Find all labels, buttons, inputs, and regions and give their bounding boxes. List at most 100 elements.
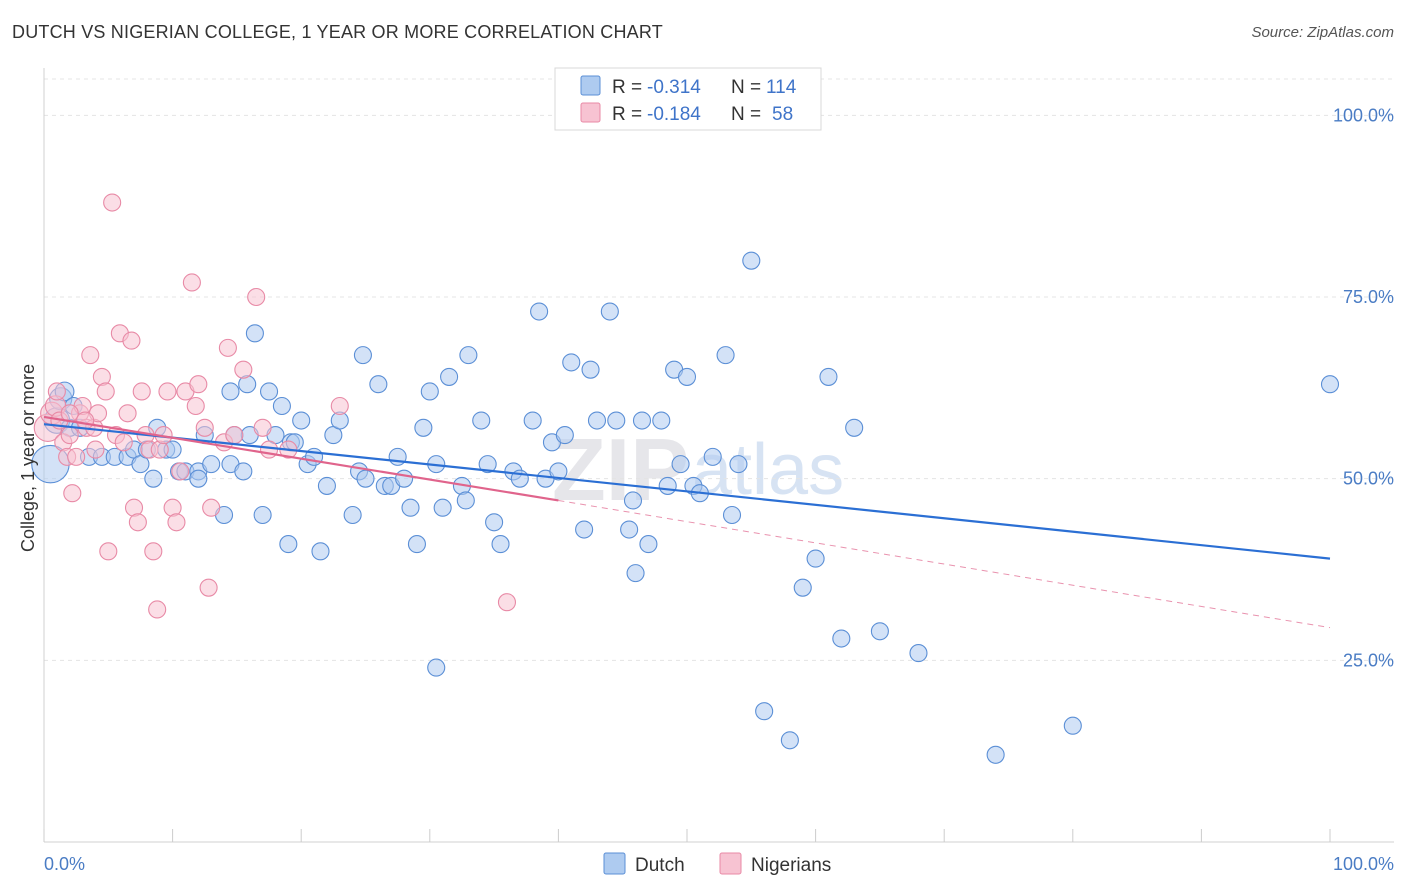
dutch-point-60 bbox=[433, 498, 452, 517]
dutch-point-54 bbox=[395, 469, 414, 488]
dutch-point-111 bbox=[1320, 375, 1340, 394]
nigerians-point-38 bbox=[182, 273, 201, 292]
legend-r-value-nigerians: -0.184 bbox=[647, 104, 701, 125]
dutch-point-87 bbox=[639, 535, 658, 554]
dutch-point-104 bbox=[819, 367, 838, 386]
dutch-point-78 bbox=[575, 520, 594, 539]
nigerians-point-7 bbox=[63, 484, 82, 503]
chart-title: DUTCH VS NIGERIAN COLLEGE, 1 YEAR OR MOR… bbox=[12, 22, 663, 42]
dutch-point-89 bbox=[658, 476, 677, 495]
nigerians-point-53 bbox=[497, 593, 517, 612]
bottom-legend: Dutch Nigerians bbox=[603, 852, 831, 876]
chart-source: Source: ZipAtlas.com bbox=[1251, 24, 1394, 41]
dutch-point-36 bbox=[279, 535, 298, 554]
trend-lines bbox=[43, 415, 1331, 629]
nigerians-point-12 bbox=[81, 346, 100, 365]
nigerians-trend-line bbox=[43, 415, 559, 502]
dutch-point-92 bbox=[677, 367, 697, 386]
legend-n-value-nigerians: 58 bbox=[772, 104, 793, 125]
dutch-point-43 bbox=[317, 476, 336, 495]
dutch-point-95 bbox=[703, 447, 722, 466]
dutch-point-61 bbox=[440, 367, 459, 386]
dutch-point-79 bbox=[581, 360, 600, 379]
dutch-point-107 bbox=[870, 622, 889, 641]
dutch-point-82 bbox=[607, 411, 626, 430]
dutch-point-86 bbox=[632, 411, 652, 430]
legend-box: R = -0.314 N = 114 R = -0.184 N = 58 bbox=[554, 67, 822, 131]
dutch-point-96 bbox=[716, 346, 735, 365]
legend-r-label-nigerians: R = bbox=[612, 104, 642, 125]
nigerians-point-48 bbox=[247, 287, 266, 307]
nigerians-point-22 bbox=[118, 404, 137, 423]
legend-swatch-nigerians bbox=[580, 102, 601, 123]
x-ticks bbox=[43, 829, 1331, 842]
dutch-point-80 bbox=[587, 411, 607, 430]
dutch-point-33 bbox=[259, 382, 279, 401]
dutch-point-48 bbox=[353, 346, 372, 365]
nigerians-point-23 bbox=[122, 331, 141, 350]
legend-n-label-nigerians: N = bbox=[731, 104, 761, 125]
nigerians-point-8 bbox=[67, 447, 86, 466]
legend-r-label-dutch: R = bbox=[612, 77, 642, 98]
nigerians-point-45 bbox=[218, 338, 237, 357]
dutch-point-39 bbox=[292, 411, 311, 430]
dutch-point-49 bbox=[356, 469, 375, 488]
dutch-point-99 bbox=[742, 251, 761, 270]
dutch-point-84 bbox=[623, 491, 643, 510]
dutch-point-58 bbox=[420, 382, 439, 401]
dutch-point-64 bbox=[459, 346, 478, 365]
nigerians-point-25 bbox=[128, 513, 147, 532]
x-tick-label-max: 100.0% bbox=[1333, 854, 1394, 874]
dutch-point-28 bbox=[234, 462, 253, 481]
watermark: ZIP atlas bbox=[552, 420, 844, 519]
nigerians-trend-extension bbox=[558, 499, 1331, 629]
dutch-point-63 bbox=[456, 491, 475, 510]
nigerians-point-17 bbox=[99, 542, 118, 561]
dutch-point-65 bbox=[472, 411, 491, 430]
dutch-point-98 bbox=[729, 455, 748, 474]
nigerians-point-56 bbox=[76, 411, 95, 430]
dutch-point-101 bbox=[780, 731, 799, 750]
dutch-point-105 bbox=[832, 629, 851, 648]
dutch-point-77 bbox=[562, 353, 581, 372]
watermark-zip: ZIP bbox=[552, 420, 689, 519]
legend-n-value-dutch: 114 bbox=[766, 77, 797, 98]
dutch-point-102 bbox=[793, 578, 812, 597]
dutch-point-71 bbox=[523, 411, 542, 430]
dutch-point-108 bbox=[909, 644, 928, 663]
legend-r-value-dutch: -0.314 bbox=[647, 77, 701, 98]
dutch-point-14 bbox=[144, 469, 163, 488]
y-axis-label: College, 1 year or more bbox=[18, 364, 38, 552]
dutch-point-88 bbox=[652, 411, 671, 430]
nigerians-point-50 bbox=[259, 440, 279, 459]
dutch-point-68 bbox=[491, 535, 510, 554]
nigerians-point-16 bbox=[96, 382, 115, 401]
dutch-point-97 bbox=[722, 505, 742, 525]
dutch-point-57 bbox=[414, 418, 433, 437]
points bbox=[31, 193, 1340, 764]
nigerians-point-29 bbox=[144, 542, 163, 561]
dutch-point-83 bbox=[620, 520, 639, 539]
nigerians-point-52 bbox=[330, 396, 349, 416]
bottom-legend-swatch-dutch bbox=[603, 852, 626, 875]
y-tick-label-1: 50.0% bbox=[1343, 469, 1394, 489]
nigerians-point-41 bbox=[195, 418, 214, 437]
dutch-trend-line bbox=[43, 423, 1331, 560]
nigerians-point-46 bbox=[225, 426, 244, 445]
x-tick-label-min: 0.0% bbox=[44, 854, 85, 874]
nigerians-point-36 bbox=[171, 462, 190, 481]
nigerians-point-43 bbox=[202, 498, 221, 517]
dutch-point-72 bbox=[530, 302, 549, 321]
y-tick-labels: 25.0% 50.0% 75.0% 100.0% bbox=[1333, 105, 1394, 670]
nigerians-point-26 bbox=[132, 382, 151, 401]
dutch-point-35 bbox=[272, 396, 291, 416]
y-tick-label-0: 25.0% bbox=[1343, 650, 1394, 670]
nigerians-point-42 bbox=[199, 578, 218, 597]
y-tick-label-2: 75.0% bbox=[1343, 287, 1394, 307]
dutch-point-75 bbox=[549, 462, 568, 481]
nigerians-point-47 bbox=[234, 360, 253, 379]
nigerians-point-49 bbox=[253, 418, 272, 437]
dutch-point-67 bbox=[478, 455, 497, 474]
dutch-point-56 bbox=[407, 535, 426, 554]
